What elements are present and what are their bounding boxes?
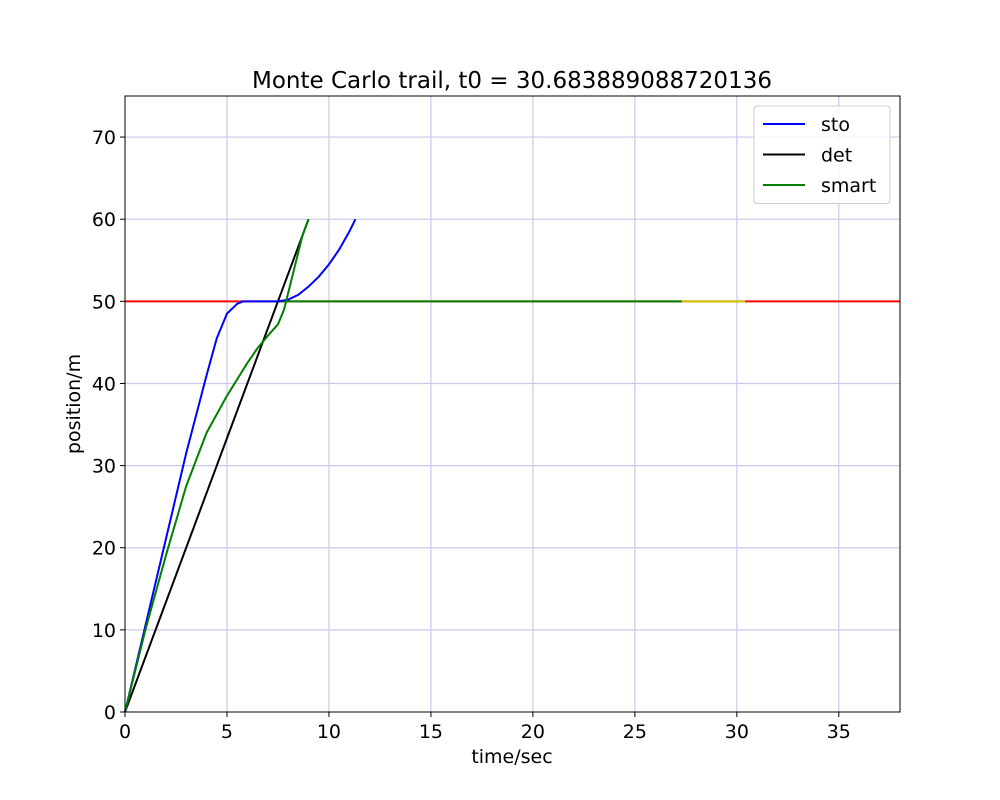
- legend-label-smart: smart: [821, 175, 876, 197]
- series-layer: [124, 218, 900, 713]
- series-line-sto: [124, 218, 357, 713]
- x-tick-label: 10: [317, 721, 341, 743]
- y-tick-label: 50: [92, 291, 116, 313]
- y-tick-label: 70: [92, 127, 116, 149]
- x-axis-label: time/sec: [471, 746, 552, 768]
- grid: [125, 96, 900, 712]
- y-tick-label: 60: [92, 209, 116, 231]
- y-axis-label: position/m: [63, 354, 85, 454]
- y-tick-label: 0: [104, 702, 116, 724]
- legend: sto det smart: [753, 105, 891, 204]
- legend-label-det: det: [821, 145, 852, 167]
- legend-label-sto: sto: [821, 114, 850, 136]
- x-tick-label: 5: [221, 721, 233, 743]
- series-line-smart: [124, 218, 310, 713]
- x-tick-label: 15: [419, 721, 443, 743]
- x-tick-label: 0: [119, 721, 131, 743]
- ticks: 0 5 10 15 20 25 30 35 0 10 20 30 40 50 60 70: [92, 127, 851, 743]
- plot-frame: [124, 95, 901, 713]
- y-tick-label: 20: [92, 538, 116, 560]
- x-tick-label: 20: [521, 721, 545, 743]
- x-tick-label: 35: [827, 721, 851, 743]
- y-tick-label: 40: [92, 373, 116, 395]
- legend-box: [753, 105, 891, 204]
- chart-title: Monte Carlo trail, t0 = 30.6838890887201…: [252, 68, 772, 94]
- x-tick-label: 25: [623, 721, 647, 743]
- y-tick-label: 10: [92, 620, 116, 642]
- y-tick-label: 30: [92, 456, 116, 478]
- x-tick-label: 30: [725, 721, 749, 743]
